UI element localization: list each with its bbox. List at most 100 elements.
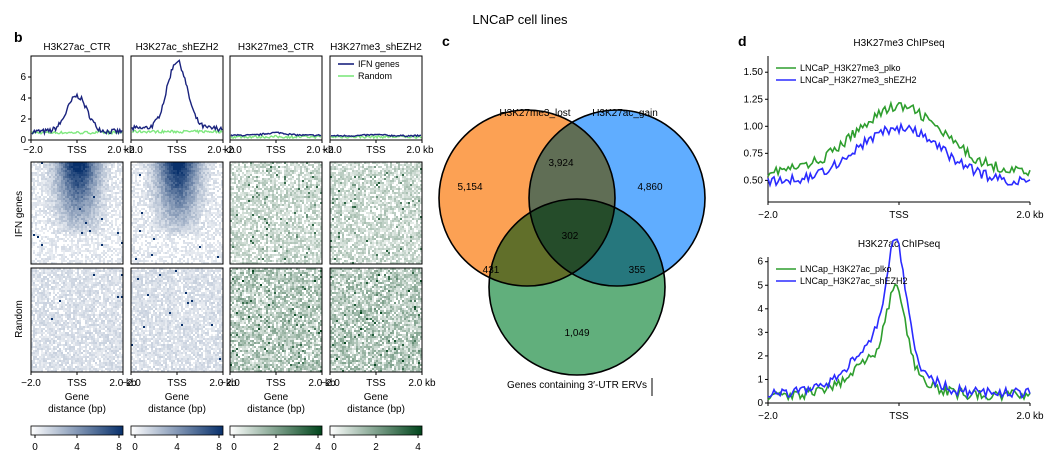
- heat-cell: [63, 334, 65, 336]
- heat-cell: [113, 292, 115, 294]
- heat-cell: [53, 242, 55, 244]
- heat-cell: [73, 336, 75, 338]
- heat-cell: [167, 204, 169, 206]
- heat-cell: [51, 172, 53, 174]
- heat-cell: [99, 164, 101, 166]
- heat-cell: [97, 182, 99, 184]
- heat-cell: [73, 354, 75, 356]
- heat-cell: [61, 338, 63, 340]
- heat-cell: [37, 288, 39, 290]
- heat-cell: [111, 230, 113, 232]
- heat-cell: [33, 182, 35, 184]
- heat-cell: [47, 208, 49, 210]
- heat-cell: [161, 206, 163, 208]
- heat-cell: [41, 366, 43, 368]
- heat-cell: [39, 336, 41, 338]
- heat-cell: [85, 342, 87, 344]
- heat-cell: [79, 206, 81, 208]
- heat-cell: [33, 336, 35, 338]
- heat-cell: [133, 186, 135, 188]
- heat-cell: [33, 234, 35, 236]
- heat-cell: [109, 202, 111, 204]
- heat-cell: [37, 340, 39, 342]
- heat-cell: [181, 212, 183, 214]
- heat-cell: [119, 290, 121, 292]
- heat-cell: [87, 170, 89, 172]
- heat-cell: [81, 326, 83, 328]
- heat-cell: [71, 318, 73, 320]
- heat-cell: [45, 254, 47, 256]
- heat-cell: [39, 164, 41, 166]
- heat-cell: [87, 216, 89, 218]
- heat-cell: [41, 312, 43, 314]
- heat-cell: [169, 182, 171, 184]
- heat-cell: [67, 354, 69, 356]
- heat-cell: [75, 170, 77, 172]
- heat-cell: [75, 204, 77, 206]
- colorbar-tick-label: 0: [32, 442, 38, 453]
- heat-cell: [95, 342, 97, 344]
- heat-cell: [51, 362, 53, 364]
- heat-cell: [67, 230, 69, 232]
- heat-cell: [39, 298, 41, 300]
- heat-cell: [59, 174, 61, 176]
- heat-cell: [177, 204, 179, 206]
- heat-cell: [73, 254, 75, 256]
- heat-cell: [95, 224, 97, 226]
- heat-cell: [79, 288, 81, 290]
- heat-cell: [151, 190, 153, 192]
- heat-cell: [87, 292, 89, 294]
- heat-cell: [107, 280, 109, 282]
- heat-cell: [217, 196, 219, 198]
- heat-cell: [53, 274, 55, 276]
- heat-cell: [69, 260, 71, 262]
- heat-cell: [189, 188, 191, 190]
- heat-cell: [199, 196, 201, 198]
- heat-cell: [117, 344, 119, 346]
- heat-cell: [109, 228, 111, 230]
- heat-cell: [47, 176, 49, 178]
- heat-cell: [61, 250, 63, 252]
- heat-cell: [89, 196, 91, 198]
- heat-cell: [93, 194, 95, 196]
- heat-cell: [81, 178, 83, 180]
- heat-cell: [65, 172, 67, 174]
- heat-cell: [141, 192, 143, 194]
- heat-cell: [39, 168, 41, 170]
- heat-cell: [65, 272, 67, 274]
- heat-cell: [61, 210, 63, 212]
- heat-cell: [73, 178, 75, 180]
- heat-cell: [185, 210, 187, 212]
- heat-cell: [175, 174, 177, 176]
- heat-cell: [69, 232, 71, 234]
- heat-cell: [95, 230, 97, 232]
- heat-cell: [49, 280, 51, 282]
- heat-cell: [43, 172, 45, 174]
- heat-cell: [91, 230, 93, 232]
- heat-cell: [111, 220, 113, 222]
- heat-cell: [207, 166, 209, 168]
- heat-cell: [115, 322, 117, 324]
- heat-cell: [151, 184, 153, 186]
- heat-cell: [37, 178, 39, 180]
- heat-cell: [37, 252, 39, 254]
- heat-cell: [49, 344, 51, 346]
- heat-cell: [95, 210, 97, 212]
- heat-cell: [179, 206, 181, 208]
- heat-cell: [41, 274, 43, 276]
- heat-cell: [203, 182, 205, 184]
- heat-cell: [63, 314, 65, 316]
- heat-cell: [55, 304, 57, 306]
- heat-cell: [69, 354, 71, 356]
- heat-cell: [99, 282, 101, 284]
- heat-cell: [113, 240, 115, 242]
- heat-cell: [179, 174, 181, 176]
- heat-cell: [51, 280, 53, 282]
- heat-cell: [89, 216, 91, 218]
- heat-cell: [205, 170, 207, 172]
- heat-cell: [115, 200, 117, 202]
- heat-cell: [61, 184, 63, 186]
- heat-cell: [41, 352, 43, 354]
- heat-cell: [69, 194, 71, 196]
- heat-cell: [69, 296, 71, 298]
